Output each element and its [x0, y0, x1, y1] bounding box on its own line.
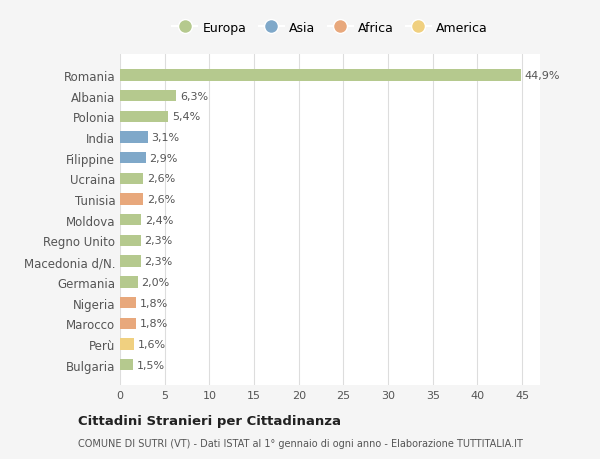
Text: Cittadini Stranieri per Cittadinanza: Cittadini Stranieri per Cittadinanza [78, 414, 341, 428]
Text: 1,5%: 1,5% [137, 360, 165, 370]
Bar [120, 174, 143, 185]
Text: 44,9%: 44,9% [525, 71, 560, 81]
Text: COMUNE DI SUTRI (VT) - Dati ISTAT al 1° gennaio di ogni anno - Elaborazione TUTT: COMUNE DI SUTRI (VT) - Dati ISTAT al 1° … [78, 438, 523, 448]
Bar [120, 339, 134, 350]
Bar [120, 256, 140, 267]
Bar [120, 112, 168, 123]
Bar [120, 318, 136, 329]
Bar [120, 132, 148, 143]
Text: 1,8%: 1,8% [140, 319, 168, 329]
Bar [120, 194, 143, 205]
Text: 2,9%: 2,9% [149, 153, 178, 163]
Bar [120, 91, 176, 102]
Bar [120, 235, 140, 246]
Bar [120, 359, 133, 370]
Bar [120, 70, 521, 81]
Text: 1,8%: 1,8% [140, 298, 168, 308]
Text: 2,6%: 2,6% [147, 195, 175, 205]
Text: 5,4%: 5,4% [172, 112, 200, 122]
Text: 2,3%: 2,3% [144, 257, 172, 267]
Bar [120, 297, 136, 308]
Bar [120, 277, 138, 288]
Legend: Europa, Asia, Africa, America: Europa, Asia, Africa, America [172, 22, 488, 34]
Text: 2,6%: 2,6% [147, 174, 175, 184]
Text: 2,3%: 2,3% [144, 236, 172, 246]
Bar [120, 215, 142, 226]
Text: 2,4%: 2,4% [145, 215, 173, 225]
Bar [120, 153, 146, 164]
Text: 6,3%: 6,3% [180, 91, 208, 101]
Text: 2,0%: 2,0% [142, 277, 170, 287]
Text: 3,1%: 3,1% [151, 133, 179, 143]
Text: 1,6%: 1,6% [138, 339, 166, 349]
